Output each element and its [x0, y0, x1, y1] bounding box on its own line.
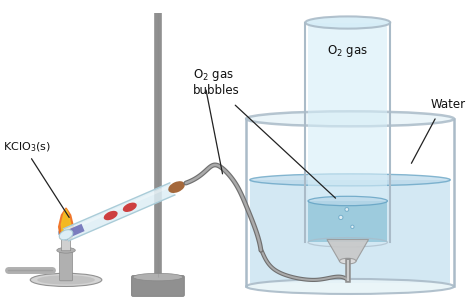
- Text: KClO$_3$(s): KClO$_3$(s): [3, 141, 51, 154]
- Circle shape: [351, 225, 354, 228]
- FancyBboxPatch shape: [62, 235, 71, 251]
- Polygon shape: [308, 201, 387, 242]
- Ellipse shape: [37, 275, 95, 284]
- Ellipse shape: [123, 203, 137, 212]
- Ellipse shape: [59, 230, 73, 240]
- Polygon shape: [62, 209, 71, 236]
- Polygon shape: [67, 224, 84, 237]
- Polygon shape: [59, 208, 73, 239]
- Ellipse shape: [246, 279, 454, 294]
- Circle shape: [339, 215, 343, 219]
- Ellipse shape: [339, 258, 356, 264]
- Ellipse shape: [59, 226, 73, 240]
- Text: O$_2$ gas: O$_2$ gas: [193, 67, 234, 83]
- Ellipse shape: [133, 273, 183, 281]
- FancyBboxPatch shape: [60, 250, 73, 281]
- Ellipse shape: [104, 211, 118, 220]
- Text: bubbles: bubbles: [193, 84, 240, 97]
- Ellipse shape: [308, 196, 387, 206]
- Polygon shape: [64, 183, 175, 241]
- Ellipse shape: [57, 247, 75, 253]
- Polygon shape: [308, 23, 387, 201]
- FancyBboxPatch shape: [132, 276, 184, 296]
- Ellipse shape: [250, 174, 450, 186]
- Text: O$_2$ gas: O$_2$ gas: [328, 43, 368, 59]
- Ellipse shape: [246, 111, 454, 126]
- Circle shape: [345, 208, 349, 211]
- Polygon shape: [327, 240, 368, 261]
- Ellipse shape: [168, 181, 185, 193]
- Ellipse shape: [30, 273, 102, 287]
- Ellipse shape: [305, 17, 390, 29]
- Text: Water: Water: [431, 98, 466, 111]
- Ellipse shape: [61, 220, 71, 239]
- Polygon shape: [250, 180, 450, 283]
- Polygon shape: [69, 185, 172, 231]
